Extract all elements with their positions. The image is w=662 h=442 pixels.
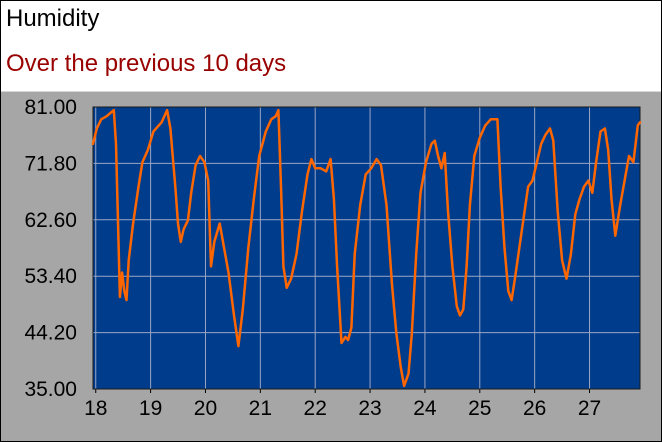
plot-border (92, 106, 641, 390)
chart-subtitle: Over the previous 10 days (6, 50, 287, 77)
chart-title: Humidity (6, 5, 100, 32)
x-tick-label: 23 (358, 397, 381, 420)
x-tick-label: 21 (249, 397, 272, 420)
humidity-chart: 35.00 44.20 53.40 62.60 71.80 81.00 18 19 20 21 22… (1, 91, 661, 420)
y-tick-label: 53.40 (24, 265, 77, 288)
chart-panel: 35.00 44.20 53.40 62.60 71.80 81.00 18 19 20 21 22… (1, 91, 661, 441)
x-tick-label: 27 (578, 397, 601, 420)
x-tick-label: 25 (468, 397, 491, 420)
y-tick-label: 62.60 (24, 209, 77, 232)
y-tick-label: 71.80 (24, 152, 77, 175)
x-tick-label: 26 (523, 397, 546, 420)
x-tick-label: 18 (84, 397, 107, 420)
x-tick-label: 19 (139, 397, 162, 420)
x-tick-label: 20 (194, 397, 217, 420)
x-tick-label: 22 (304, 397, 327, 420)
humidity-series-line (91, 108, 642, 388)
y-tick-label: 44.20 (24, 322, 77, 345)
y-tick-label: 35.00 (24, 378, 77, 401)
x-tick-label: 24 (413, 397, 437, 420)
y-tick-label: 81.00 (24, 96, 77, 119)
plot-area (93, 107, 640, 389)
